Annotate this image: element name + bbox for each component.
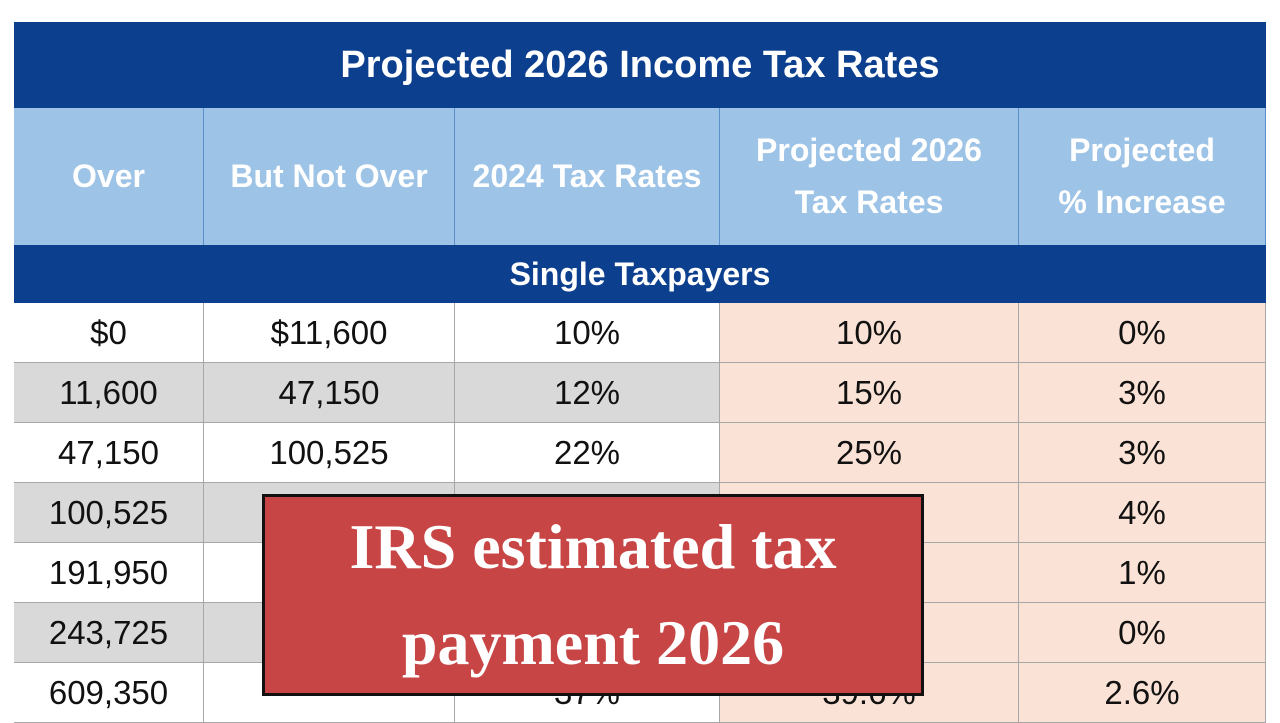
column-header: 2024 Tax Rates [455,108,720,245]
table-title: Projected 2026 Income Tax Rates [14,22,1266,108]
table-cell: 2.6% [1019,663,1266,723]
column-header: But Not Over [204,108,455,245]
table-cell: 609,350 [14,663,204,723]
section-label: Single Taxpayers [14,245,1266,303]
table-cell: 3% [1019,363,1266,423]
table-cell: 1% [1019,543,1266,603]
overlay-line: IRS estimated tax [349,511,837,582]
header-line: Projected [1069,132,1215,169]
table-cell: 12% [455,363,720,423]
table-cell: 47,150 [14,423,204,483]
table-cell: 10% [720,303,1019,363]
header-line: Projected 2026 [756,132,982,169]
table-cell: 4% [1019,483,1266,543]
table-cell: $0 [14,303,204,363]
table-cell: 0% [1019,603,1266,663]
column-header: Projected % Increase [1019,108,1266,245]
table-cell: 100,525 [204,423,455,483]
table-cell: 3% [1019,423,1266,483]
header-line: 2024 Tax Rates [472,157,702,194]
table-cell: 0% [1019,303,1266,363]
table-cell: 11,600 [14,363,204,423]
header-line: % Increase [1058,183,1226,220]
column-header: Projected 2026 Tax Rates [720,108,1019,245]
table-cell: 10% [455,303,720,363]
overlay-banner: IRS estimated tax payment 2026 [262,494,924,696]
table-cell: 22% [455,423,720,483]
table-cell: 191,950 [14,543,204,603]
header-line: But Not Over [230,157,428,194]
column-header: Over [14,108,204,245]
header-line: Tax Rates [794,183,944,220]
table-cell: 25% [720,423,1019,483]
table-cell: 100,525 [14,483,204,543]
header-line: Over [72,157,145,194]
overlay-line: payment 2026 [401,607,785,678]
table-cell: $11,600 [204,303,455,363]
table-cell: 47,150 [204,363,455,423]
table-cell: 15% [720,363,1019,423]
table-cell: 243,725 [14,603,204,663]
